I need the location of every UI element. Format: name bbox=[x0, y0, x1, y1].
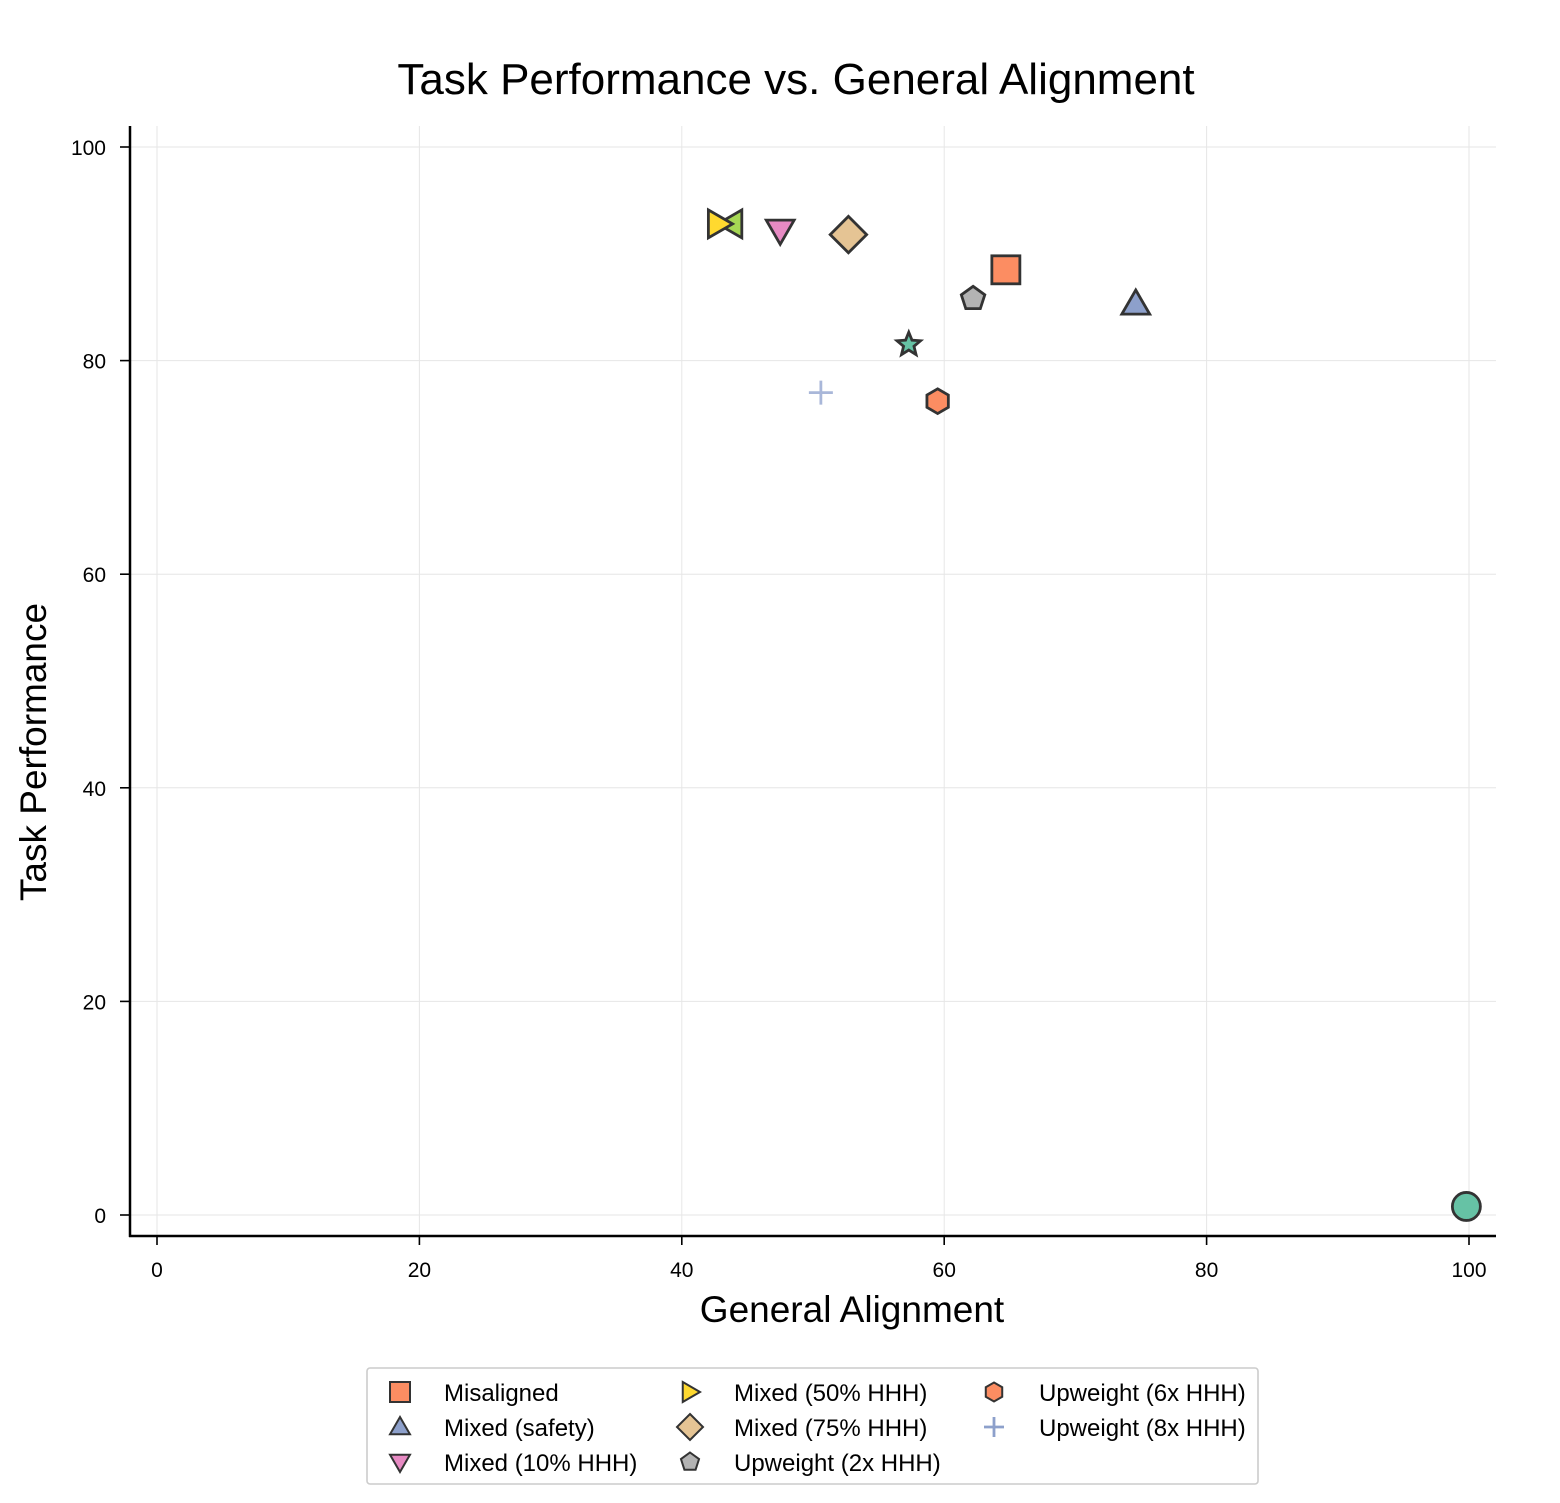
point-upweight-6x-hhh bbox=[925, 387, 950, 416]
legend-frame bbox=[366, 1367, 1259, 1485]
point-mixed-10-hhh bbox=[763, 218, 797, 248]
legend-marker-upweight-2x-hhh bbox=[679, 1451, 701, 1471]
grid bbox=[130, 126, 1496, 1236]
y-tick-label: 20 bbox=[83, 991, 106, 1014]
y-tick-label: 100 bbox=[71, 137, 106, 160]
legend-label: Mixed (75% HHH) bbox=[734, 1415, 927, 1442]
x-tick-label: 60 bbox=[933, 1259, 956, 1282]
x-tick-label: 80 bbox=[1195, 1259, 1218, 1282]
point-upweight-2x-hhh bbox=[959, 284, 987, 311]
legend-marker-mixed-75-hhh bbox=[675, 1412, 705, 1442]
legend-label: Mixed (50% HHH) bbox=[734, 1380, 927, 1407]
legend-label: Upweight (6x HHH) bbox=[1039, 1380, 1246, 1407]
legend-marker-misaligned bbox=[389, 1381, 411, 1403]
legend-marker-mixed-safety bbox=[388, 1415, 412, 1436]
x-tick-label: 0 bbox=[151, 1259, 163, 1282]
y-axis-label: Task Performance bbox=[13, 603, 54, 901]
point-mixed-50-hhh bbox=[706, 207, 736, 241]
point-misaligned bbox=[990, 254, 1022, 286]
chart-title: Task Performance vs. General Alignment bbox=[397, 55, 1194, 104]
legend: Misaligned Mixed (safety) Mixed (10% HHH) M… bbox=[366, 1367, 1259, 1485]
legend-label: Mixed (10% HHH) bbox=[444, 1450, 637, 1477]
point-mixed-safety bbox=[1119, 287, 1153, 316]
point-unlabeled-0 bbox=[1450, 1191, 1482, 1222]
legend-label: Upweight (8x HHH) bbox=[1039, 1415, 1246, 1442]
y-tick-label: 0 bbox=[94, 1205, 106, 1228]
legend-marker-upweight-8x-hhh bbox=[984, 1417, 1004, 1437]
y-tick-label: 40 bbox=[83, 778, 106, 801]
legend-marker-upweight-6x-hhh bbox=[984, 1381, 1004, 1403]
legend-items: Misaligned Mixed (safety) Mixed (10% HHH) M… bbox=[388, 1380, 1246, 1477]
legend-label: Upweight (2x HHH) bbox=[734, 1450, 941, 1477]
ticks: 0 20 40 60 80 100 0 20 40 60 80 100 bbox=[71, 137, 1487, 1282]
legend-marker-mixed-10-hhh bbox=[388, 1453, 412, 1474]
data-points bbox=[706, 207, 1482, 1222]
x-tick-label: 40 bbox=[670, 1259, 693, 1282]
axes bbox=[128, 126, 1496, 1238]
legend-label: Mixed (safety) bbox=[444, 1415, 595, 1442]
point-upweight-8x-hhh bbox=[808, 380, 833, 405]
y-tick-label: 80 bbox=[83, 351, 106, 374]
legend-marker-mixed-50-hhh bbox=[681, 1380, 702, 1404]
legend-label: Misaligned bbox=[444, 1380, 559, 1407]
point-mixed-75-hhh bbox=[828, 214, 869, 255]
y-tick-label: 60 bbox=[83, 564, 106, 587]
x-tick-label: 100 bbox=[1451, 1259, 1486, 1282]
point-unlabeled-2 bbox=[893, 328, 925, 358]
x-tick-label: 20 bbox=[408, 1259, 431, 1282]
x-axis-label: General Alignment bbox=[700, 1289, 1005, 1330]
